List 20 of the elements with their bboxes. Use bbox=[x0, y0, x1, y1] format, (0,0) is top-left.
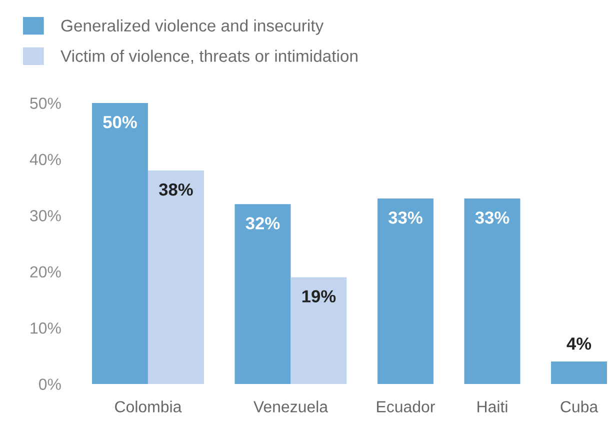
data-label: 32% bbox=[246, 217, 280, 230]
x-tick-label: Venezuela bbox=[253, 400, 328, 412]
data-label: 38% bbox=[158, 183, 193, 196]
data-label: 50% bbox=[103, 116, 137, 128]
x-tick-label: Ecuador bbox=[377, 400, 435, 412]
y-tick-label: 20% bbox=[30, 266, 61, 278]
legend-label: Victim of violence, threats or intimidation bbox=[60, 50, 358, 64]
legend-label: Generalized violence and insecurity bbox=[61, 19, 324, 35]
data-label: 4% bbox=[566, 338, 592, 350]
x-tick-label: Colombia bbox=[115, 400, 182, 412]
data-label: 33% bbox=[388, 212, 422, 224]
data-label: 33% bbox=[475, 212, 510, 224]
y-tick-label: 10% bbox=[30, 322, 61, 334]
x-tick-label: Haiti bbox=[478, 400, 508, 412]
data-label: 19% bbox=[302, 290, 336, 302]
y-tick-label: 0% bbox=[38, 378, 61, 390]
x-tick-label: Cuba bbox=[560, 400, 598, 412]
y-tick-label: 40% bbox=[30, 154, 61, 166]
y-tick-label: 30% bbox=[30, 210, 61, 222]
y-tick-label: 50% bbox=[30, 98, 61, 109]
